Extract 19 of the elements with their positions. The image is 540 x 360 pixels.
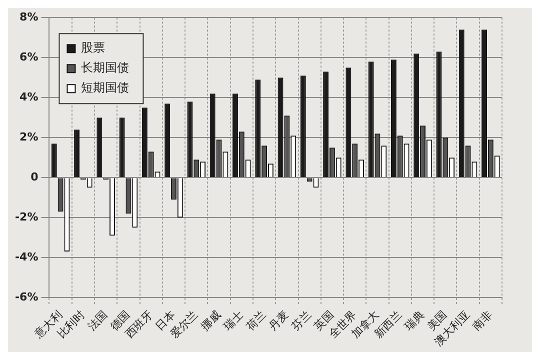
- x-tick-label: 挪威: [198, 308, 224, 333]
- y-tick-label: -4%: [14, 250, 38, 264]
- y-tick-label: -2%: [14, 210, 38, 224]
- y-tick-label: 0: [30, 170, 39, 184]
- y-tick-label: 2%: [20, 130, 38, 144]
- y-tick-label: -6%: [14, 290, 38, 304]
- x-tick-label: 瑞士: [221, 308, 246, 333]
- x-tick-label: 荷兰: [244, 308, 268, 333]
- y-tick-label: 8%: [20, 10, 38, 24]
- legend-label: 股票: [81, 40, 106, 55]
- legend-label: 短期国债: [81, 80, 130, 95]
- legend-label: 长期国债: [81, 60, 130, 75]
- x-tick-label: 丹麦: [266, 308, 292, 333]
- y-tick-label: 4%: [20, 90, 38, 104]
- x-tick-label: 瑞典: [402, 308, 427, 333]
- x-tick-label: 芬兰: [288, 308, 314, 333]
- x-tick-label: 南非: [470, 308, 495, 333]
- x-tick-label: 法国: [85, 308, 110, 333]
- y-tick-label: 6%: [20, 50, 38, 64]
